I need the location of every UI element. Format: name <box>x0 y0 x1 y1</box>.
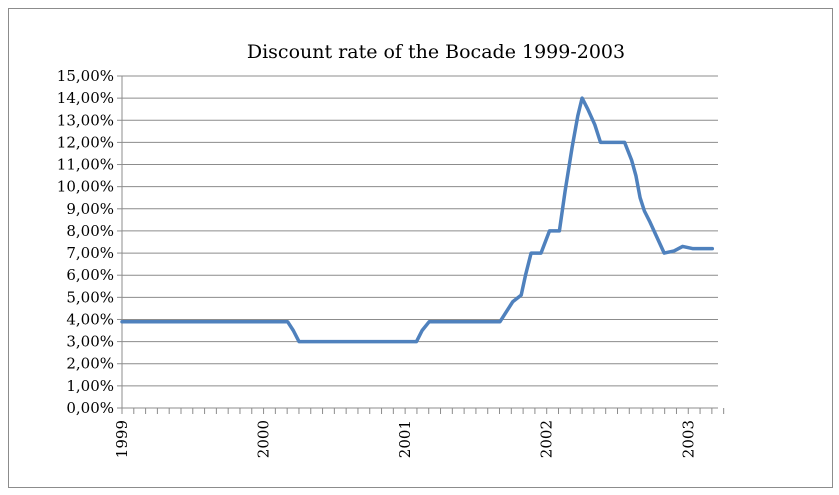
gridlines <box>122 76 718 386</box>
y-tick-label: 4,00% <box>66 310 114 328</box>
y-tick-label: 5,00% <box>66 288 114 306</box>
x-axis: 1999 2000 2001 2002 2003 <box>113 408 724 458</box>
y-tick-label: 6,00% <box>66 266 114 284</box>
x-tick-label: 2002 <box>538 420 556 458</box>
y-tick-label: 15,00% <box>57 67 114 85</box>
chart-title: Discount rate of the Bocade 1999-2003 <box>247 41 625 63</box>
y-tick-label: 11,00% <box>57 156 114 174</box>
series-group <box>122 98 712 342</box>
series-line <box>122 98 712 342</box>
x-tick-label: 2001 <box>396 420 414 458</box>
y-tick-label: 12,00% <box>57 133 114 151</box>
y-tick-label: 10,00% <box>57 178 114 196</box>
y-tick-label: 0,00% <box>66 399 114 417</box>
y-tick-label: 7,00% <box>66 244 114 262</box>
x-tick-label: 2000 <box>255 420 273 458</box>
y-axis: 0,00% 1,00% 2,00% 3,00% 4,00% 5,00% 6,00% 7,00%… <box>57 67 122 417</box>
x-tick-label: 1999 <box>113 420 131 458</box>
x-tick-label: 2003 <box>679 420 697 458</box>
y-tick-label: 2,00% <box>66 355 114 373</box>
y-tick-label: 8,00% <box>66 222 114 240</box>
y-tick-label: 3,00% <box>66 333 114 351</box>
y-tick-label: 9,00% <box>66 200 114 218</box>
y-tick-label: 14,00% <box>57 89 114 107</box>
y-tick-label: 13,00% <box>57 111 114 129</box>
y-tick-label: 1,00% <box>66 377 114 395</box>
